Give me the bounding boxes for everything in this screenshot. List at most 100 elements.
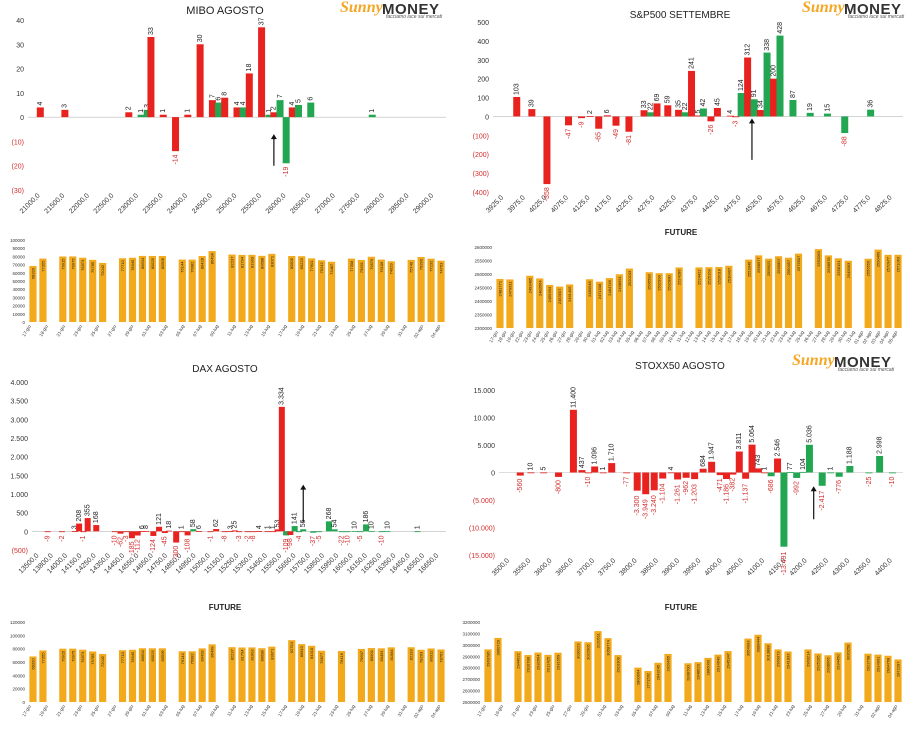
- bar-value-label: -3.300: [634, 495, 641, 515]
- future-bar-label: 2560357: [786, 259, 791, 275]
- bar-call: [691, 472, 699, 480]
- x-tick-label: 01-lug: [141, 704, 152, 718]
- bar-call: [513, 96, 521, 117]
- y-tick-label: 400: [477, 39, 489, 46]
- dax-options-chart: DAX AGOSTO 4.000 3.500 3.000 2.500 2.000 1.500…: [10, 364, 446, 575]
- x-tick-label: 27-lug: [363, 704, 374, 718]
- future-bar: [89, 259, 97, 322]
- bar-call: [244, 531, 251, 533]
- y-tick-label: (500): [12, 548, 28, 555]
- bar-value-label: 1: [160, 109, 167, 113]
- future-bar: [357, 259, 365, 322]
- x-tick-label: 22000,0: [68, 192, 91, 215]
- future-bar: [574, 641, 582, 702]
- x-tick-label: 25-lug: [345, 324, 356, 338]
- y-tick-label: (200): [473, 152, 489, 159]
- bar-put: [414, 531, 421, 533]
- bar-put: [378, 531, 385, 533]
- bar-value-label: 54: [331, 519, 338, 527]
- y-tick-label: 40000: [12, 287, 25, 292]
- future-bar-label: 2934450: [836, 654, 841, 670]
- x-tick-label: 07-lug: [648, 704, 659, 718]
- x-tick-label: 4175,0: [593, 194, 613, 214]
- bar-call: [664, 105, 672, 117]
- bar-call: [250, 531, 257, 533]
- bar-call: [208, 100, 216, 118]
- x-tick-label: 27-lug: [819, 704, 830, 718]
- future-bar: [615, 274, 623, 328]
- x-tick-label: 27-giu: [556, 330, 567, 344]
- x-tick-label: 01-lug: [590, 330, 601, 344]
- x-tick-label: 25-lug: [802, 704, 813, 718]
- future-bar-label: 75651: [359, 261, 364, 273]
- x-tick-label: 27-lug: [363, 324, 374, 338]
- x-tick-label: 18-giu: [38, 324, 49, 338]
- bar-value-label: -81: [626, 135, 633, 145]
- x-tick-label: 01-ago: [853, 330, 865, 345]
- bar-value-label: 77: [787, 462, 794, 470]
- future-bar-label: 83071: [269, 255, 274, 267]
- future-bar: [178, 259, 186, 322]
- x-tick-label: 07-lug: [192, 704, 203, 718]
- x-tick-label: 22500,0: [93, 192, 116, 215]
- y-tick-label: 300: [477, 58, 489, 65]
- future-bar: [118, 258, 127, 322]
- bar-call: [258, 27, 266, 118]
- bar-value-label: -382: [730, 478, 737, 492]
- y-tick-label: 2300000: [474, 326, 492, 331]
- bar-value-label: -2: [59, 535, 66, 541]
- x-tick-label: 05-lug: [624, 330, 635, 344]
- future-bar-label: 81984: [389, 649, 394, 661]
- x-tick-label: 4400,0: [874, 557, 894, 577]
- future-bar-label: 2908966: [826, 656, 831, 672]
- future-bar-label: 2525163: [706, 268, 711, 284]
- x-tick-label: 17-lug: [733, 704, 744, 718]
- bar-value-label: -471: [717, 478, 724, 492]
- bar-value-label: -2: [244, 535, 251, 541]
- bar-value-label: 87: [790, 90, 797, 98]
- future-bar: [534, 652, 542, 702]
- bar-value-label: 62: [213, 519, 220, 527]
- x-tick-label: 21-lug: [311, 324, 322, 338]
- y-tick-label: 5.000: [477, 443, 495, 450]
- y-tick-label: 10.000: [474, 416, 496, 423]
- future-bar-label: 2771562: [646, 672, 651, 688]
- bar-call: [761, 472, 769, 474]
- bar-value-label: 4: [668, 466, 675, 470]
- y-tick-label: 2800000: [462, 666, 480, 671]
- x-tick-label: 26-giu: [548, 330, 559, 344]
- bar-call: [36, 107, 44, 118]
- bar-call: [528, 109, 536, 117]
- future-bar: [377, 648, 385, 702]
- bar-value-label: -49: [613, 129, 620, 139]
- x-tick-label: 15-lug: [260, 704, 271, 718]
- bar-value-label: 30: [197, 34, 204, 42]
- future-bar-label: 80901: [369, 649, 374, 661]
- bar-value-label: 22: [682, 102, 689, 110]
- future-bar-label: 2590469: [876, 251, 881, 267]
- bar-call: [264, 531, 271, 533]
- bar-call: [716, 472, 724, 476]
- bar-value-label: -10: [344, 535, 351, 545]
- future-bar: [118, 650, 127, 702]
- future-bar-label: 2932664: [536, 654, 541, 670]
- future-bar-label: 76877: [319, 652, 324, 664]
- x-tick-label: 29-giu: [124, 704, 135, 718]
- x-tick-label: 31-lug: [845, 330, 856, 344]
- bar-value-label: 268: [326, 508, 333, 520]
- bar-value-label: 56: [300, 519, 307, 527]
- sunny-money-logo: Sunny MONEY facciamo luce sui mercati: [790, 352, 907, 374]
- bar-call: [603, 115, 611, 117]
- x-tick-label: 4575,0: [766, 194, 786, 214]
- x-tick-label: 06-lug: [633, 330, 644, 344]
- bar-value-label: -2.417: [819, 491, 826, 511]
- future-bar: [99, 653, 107, 702]
- future-bar-label: 2498991: [617, 276, 622, 292]
- future-bar-label: 2912425: [546, 656, 551, 672]
- future-bar-label: 2910309: [616, 656, 621, 672]
- bar-call: [688, 70, 696, 117]
- x-tick-label: 4775,0: [852, 194, 872, 214]
- bar-value-label: 6: [196, 525, 203, 529]
- bar-call: [123, 531, 130, 533]
